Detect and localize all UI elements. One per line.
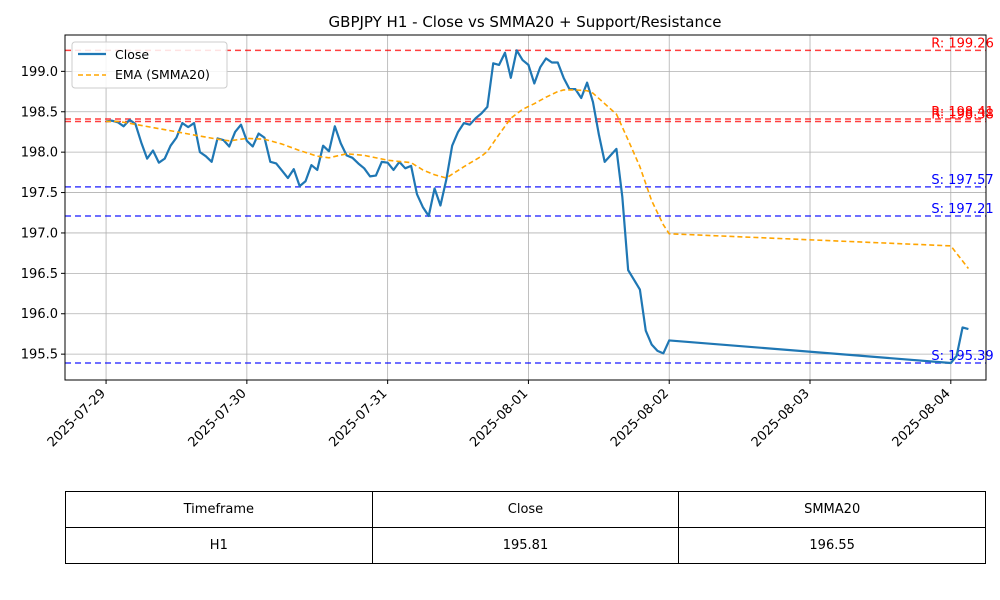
smma20-series-line — [106, 89, 970, 269]
table-header-cell: SMMA20 — [678, 491, 986, 528]
legend-close-label: Close — [115, 47, 149, 62]
y-axis: 195.5 196.0 196.5 197.0 197.5 198.0 198.5 199.0 — [21, 65, 65, 363]
x-tick-label: 2025-08-01 — [467, 386, 531, 450]
table-header-row: Timeframe Close SMMA20 — [65, 491, 986, 528]
x-tick-label: 2025-08-02 — [608, 386, 672, 450]
close-series-line — [105, 49, 969, 365]
y-tick-label: 197.0 — [21, 226, 58, 241]
plot-area-frame — [64, 34, 987, 381]
table-cell: H1 — [65, 527, 373, 564]
x-axis: 2025-07-29 2025-07-30 2025-07-31 2025-08-01… — [45, 380, 954, 450]
y-tick-label: 196.0 — [21, 307, 58, 322]
resistance-label: R: 198.41 — [931, 105, 994, 120]
y-tick-label: 196.5 — [21, 267, 58, 282]
support-resistance-lines: R: 199.26 R: 198.41R: 198.38 S: 197.57 S: 1… — [65, 36, 994, 364]
resistance-label: R: 198.38 — [931, 107, 994, 122]
support-label: S: 197.21 — [931, 202, 993, 217]
table-header-cell: Close — [371, 491, 680, 528]
x-tick-label: 2025-07-31 — [326, 386, 390, 450]
chart-title: GBPJPY H1 - Close vs SMMA20 + Support/Re… — [329, 13, 722, 31]
x-tick-label: 2025-08-03 — [749, 386, 813, 450]
y-tick-label: 197.5 — [21, 186, 58, 201]
table-header-cell: Timeframe — [65, 491, 373, 528]
chart: GBPJPY H1 - Close vs SMMA20 + Support/Re… — [21, 13, 994, 450]
x-tick-label: 2025-08-04 — [890, 386, 954, 450]
resistance-label: R: 199.26 — [931, 36, 994, 51]
table-cell: 195.81 — [371, 527, 680, 564]
table-cell: 196.55 — [678, 527, 986, 564]
legend-smma-label: EMA (SMMA20) — [115, 67, 210, 82]
legend-box — [71, 41, 228, 89]
support-label: S: 195.39 — [931, 349, 993, 364]
table-row: H1 195.81 196.55 — [65, 527, 986, 564]
y-tick-label: 198.5 — [21, 105, 58, 120]
series-lines — [105, 49, 970, 365]
y-tick-label: 195.5 — [21, 348, 58, 363]
support-label: S: 197.57 — [931, 173, 993, 188]
x-tick-label: 2025-07-29 — [45, 386, 109, 450]
y-tick-label: 199.0 — [21, 65, 58, 80]
y-tick-label: 198.0 — [21, 146, 58, 161]
legend: Close EMA (SMMA20) — [71, 41, 228, 89]
stats-table: Timeframe Close SMMA20 H1 195.81 196.55 — [65, 491, 986, 564]
grid — [65, 35, 986, 380]
x-tick-label: 2025-07-30 — [186, 386, 250, 450]
